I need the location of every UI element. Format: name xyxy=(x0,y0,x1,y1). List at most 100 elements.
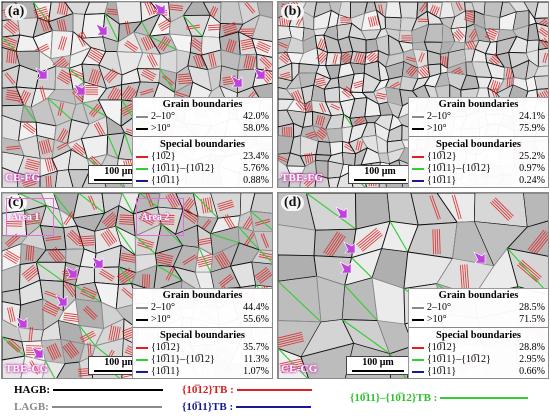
boundary-label: {10̅12} xyxy=(427,342,457,353)
boundary-row: {10̅11}–{10̅12} 2.95% xyxy=(409,354,548,366)
scale-bar-line xyxy=(94,179,146,181)
scale-bar-text: 100 μm xyxy=(362,357,394,368)
grain-boundaries-header: Grain boundaries xyxy=(438,99,519,110)
boundary-fraction-table: Grain boundaries 2–10° 44.4% >10° 55.6% Speci… xyxy=(132,288,272,378)
boundary-label: >10° xyxy=(427,123,447,134)
boundary-label: {10̅12} xyxy=(151,342,181,353)
boundary-label: {10̅11}–{10̅12} xyxy=(427,163,491,174)
boundary-fraction: 24.1% xyxy=(519,111,545,122)
boundary-fraction: 0.97% xyxy=(519,163,545,174)
boundary-label: {10̅11}–{10̅12} xyxy=(151,354,215,365)
boundary-fraction: 42.0% xyxy=(243,111,269,122)
boundary-fraction: 0.66% xyxy=(519,366,545,377)
boundary-row: {10̅12} 28.8% xyxy=(409,342,548,354)
boundary-swatch xyxy=(136,168,148,170)
scale-bar: 100 μm xyxy=(346,356,410,375)
area-1-frame: Area 1 xyxy=(6,198,54,236)
boundary-row: {10̅11} 0.24% xyxy=(409,175,548,187)
boundary-fraction: 28.5% xyxy=(519,302,545,313)
scale-bar-text: 100 μm xyxy=(104,357,136,368)
legend-tb-1011-1012-label: {10̅11}–{10̅12}TB : xyxy=(350,392,438,404)
special-boundaries-header: Special boundaries xyxy=(436,139,521,150)
boundary-label: {10̅11} xyxy=(427,175,457,186)
micrograph-panel-d: (d) CE-CG 100 μm Grain boundaries 2–10° 28.5%… xyxy=(277,192,549,379)
boundary-label: >10° xyxy=(151,314,171,325)
boundary-swatch xyxy=(136,371,148,373)
boundary-row: 2–10° 42.0% xyxy=(133,111,272,123)
panel-letter: (a) xyxy=(5,4,28,20)
boundary-label: 2–10° xyxy=(151,111,175,122)
boundary-row: 2–10° 28.5% xyxy=(409,302,548,314)
micrograph-panel-c: (c) TBE-CG 100 μm Grain boundaries 2–10° 44.4… xyxy=(1,192,273,379)
boundary-fraction: 11.3% xyxy=(243,354,269,365)
boundary-row: 2–10° 44.4% xyxy=(133,302,272,314)
boundary-swatch xyxy=(412,116,424,118)
ebsd-microstructure-map xyxy=(2,2,272,187)
sample-condition-label: CE-CG xyxy=(281,363,318,375)
scale-bar-line xyxy=(94,370,146,372)
boundary-row: >10° 58.0% xyxy=(133,123,272,135)
boundary-fraction: 71.5% xyxy=(519,314,545,325)
legend-lagb-label: LAGB: xyxy=(14,401,49,413)
boundary-row: {10̅11} 0.88% xyxy=(133,175,272,187)
legend-hagb-label: HAGB: xyxy=(14,384,51,396)
grain-boundaries-header: Grain boundaries xyxy=(438,290,519,301)
boundary-label: 2–10° xyxy=(427,302,451,313)
legend-tb-1011-1012-line xyxy=(440,397,529,399)
boundary-row: {10̅11}–{10̅12} 0.97% xyxy=(409,163,548,175)
boundary-label: 2–10° xyxy=(151,302,175,313)
legend-tb-1012-label: {10̅12}TB : xyxy=(182,384,234,396)
scale-bar-text: 100 μm xyxy=(364,166,396,177)
legend-tb-1012-line xyxy=(236,389,312,391)
boundary-swatch xyxy=(412,347,424,349)
boundary-fraction: 28.8% xyxy=(519,342,545,353)
legend-tb-1011-1012: {10̅11}–{10̅12}TB : xyxy=(350,392,529,404)
boundary-row: {10̅11}–{10̅12} 11.3% xyxy=(133,354,272,366)
boundary-fraction: 5.76% xyxy=(243,163,269,174)
boundary-row: {10̅11} 0.66% xyxy=(409,366,548,378)
boundary-label: {10̅11} xyxy=(151,175,181,186)
table-divider xyxy=(133,136,272,137)
micrograph-panel-b: (b) TBE-FG 100 μm Grain boundaries 2–10° 24.1… xyxy=(277,1,549,188)
legend-hagb: HAGB: xyxy=(14,384,164,396)
boundary-row: {10̅2} 23.4% xyxy=(133,151,272,163)
table-divider xyxy=(409,136,548,137)
sample-condition-label: CE-FG xyxy=(5,172,41,184)
boundary-fraction: 0.88% xyxy=(243,175,269,186)
boundary-swatch xyxy=(136,128,148,130)
boundary-row: 2–10° 24.1% xyxy=(409,111,548,123)
boundary-swatch xyxy=(136,307,148,309)
boundary-swatch xyxy=(412,371,424,373)
boundary-swatch xyxy=(136,156,148,158)
boundary-label: 2–10° xyxy=(427,111,451,122)
special-boundaries-header: Special boundaries xyxy=(436,330,521,341)
boundary-swatch xyxy=(412,128,424,130)
legend-lagb-line xyxy=(51,406,162,408)
legend-hagb-line xyxy=(53,389,164,391)
boundary-fraction: 44.4% xyxy=(243,302,269,313)
grain-boundaries-header: Grain boundaries xyxy=(162,290,243,301)
boundary-swatch xyxy=(136,180,148,182)
panel-letter: (b) xyxy=(281,4,305,20)
boundary-fraction: 35.7% xyxy=(243,342,269,353)
boundary-label: {10̅11}–{10̅12} xyxy=(427,354,491,365)
boundary-row: >10° 71.5% xyxy=(409,314,548,326)
scale-bar-line xyxy=(354,179,406,181)
boundary-fraction: 75.9% xyxy=(519,123,545,134)
boundary-row: {10̅11} 1.07% xyxy=(133,366,272,378)
boundary-swatch xyxy=(412,180,424,182)
boundary-swatch xyxy=(136,359,148,361)
boundary-row: >10° 55.6% xyxy=(133,314,272,326)
boundary-row: {10̅12} 25.2% xyxy=(409,151,548,163)
legend-tb-1011-line xyxy=(236,406,312,408)
boundary-fraction: 25.2% xyxy=(519,151,545,162)
boundary-fraction: 55.6% xyxy=(243,314,269,325)
micrograph-panel-a: (a) CE-FG 100 μm Grain boundaries 2–10° 42.0%… xyxy=(1,1,273,188)
boundary-swatch xyxy=(412,307,424,309)
boundary-label: {10̅2} xyxy=(151,151,176,162)
special-boundaries-header: Special boundaries xyxy=(160,330,245,341)
sample-condition-label: TBE-CG xyxy=(5,363,49,375)
boundary-row: {10̅12} 35.7% xyxy=(133,342,272,354)
area-1-label: Area 1 xyxy=(11,212,40,223)
boundary-swatch xyxy=(412,359,424,361)
